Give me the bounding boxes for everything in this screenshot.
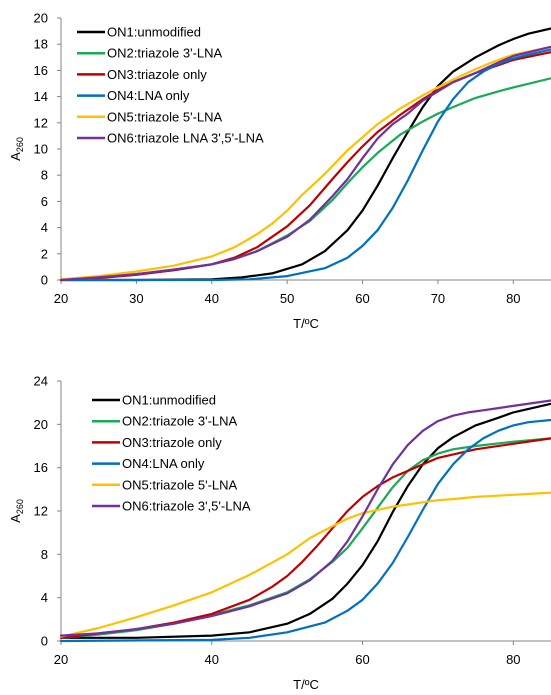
x-tick-label: 30 xyxy=(129,291,143,306)
series-line-4 xyxy=(59,48,551,282)
legend-label: ON4:LNA only xyxy=(107,88,190,103)
y-tick-label: 6 xyxy=(41,194,48,209)
x-axis-label: T/ºC xyxy=(293,316,319,331)
y-axis-label-main: A xyxy=(8,514,23,523)
x-tick-label: 60 xyxy=(355,652,369,667)
series-line-6 xyxy=(59,399,551,637)
legend-label: ON1:unmodified xyxy=(122,393,216,408)
y-axis-label: A260 xyxy=(8,499,25,523)
y-tick-label: 20 xyxy=(34,417,48,432)
chart-2: 0 4 8 12 16 20 24 20 40 60 80 T/ºC A260 ON1:unmodifie… xyxy=(8,374,551,692)
y-tick-label: 8 xyxy=(41,547,48,562)
legend-label: ON6:triazole 3',5'-LNA xyxy=(122,499,251,514)
series-line-6 xyxy=(59,45,551,282)
x-tick-label: 40 xyxy=(205,652,219,667)
legend-label: ON3:triazole only xyxy=(107,67,207,82)
series-line-1 xyxy=(59,27,551,282)
x-tick-label: 40 xyxy=(205,291,219,306)
y-axis-label: A260 xyxy=(8,137,25,161)
x-axis-label: T/ºC xyxy=(293,677,319,692)
y-axis-label-subscript: 260 xyxy=(15,499,25,514)
x-tick-label: 80 xyxy=(506,291,520,306)
x-tick-label: 60 xyxy=(355,291,369,306)
legend-label: ON5:triazole 5'-LNA xyxy=(122,477,238,492)
legend: ON1:unmodified ON2:triazole 3'-LNA ON3:tri… xyxy=(92,393,251,514)
y-tick-label: 4 xyxy=(41,220,48,235)
chart-1: 0 2 4 6 8 10 12 14 16 18 20 20 30 40 50 60 70 80 T/ºC A260 O… xyxy=(8,11,551,331)
legend: ON1:unmodified ON2:triazole 3'-LNA ON3:tri… xyxy=(77,25,264,146)
legend-label: ON6:triazole LNA 3',5'-LNA xyxy=(107,131,264,146)
y-tick-label: 8 xyxy=(41,168,48,183)
x-tick-label: 80 xyxy=(506,652,520,667)
y-tick-label: 12 xyxy=(34,504,48,519)
x-tick-label: 70 xyxy=(431,291,445,306)
legend-label: ON5:triazole 5'-LNA xyxy=(107,109,223,124)
legend-label: ON2:triazole 3'-LNA xyxy=(107,46,223,61)
x-tick-label: 20 xyxy=(54,652,68,667)
y-tick-label: 10 xyxy=(34,142,48,157)
legend-label: ON1:unmodified xyxy=(107,25,201,40)
y-tick-label: 12 xyxy=(34,115,48,130)
x-tick-label: 20 xyxy=(54,291,68,306)
legend-label: ON3:triazole only xyxy=(122,435,222,450)
series-line-3 xyxy=(59,437,551,639)
series-line-5 xyxy=(59,491,551,638)
y-tick-label: 20 xyxy=(34,11,48,26)
legend-label: ON4:LNA only xyxy=(122,456,205,471)
y-tick-label: 2 xyxy=(41,246,48,261)
series-line-1 xyxy=(59,402,551,639)
legend-label: ON2:triazole 3'-LNA xyxy=(122,414,238,429)
series-line-3 xyxy=(59,50,551,282)
x-tick-label: 50 xyxy=(280,291,294,306)
series-line-4 xyxy=(59,418,551,643)
y-axis-label-subscript: 260 xyxy=(15,137,25,152)
y-tick-label: 16 xyxy=(34,460,48,475)
y-tick-label: 16 xyxy=(34,63,48,78)
y-tick-label: 0 xyxy=(41,634,48,649)
series-line-5 xyxy=(59,45,551,281)
y-tick-label: 24 xyxy=(34,374,48,389)
y-tick-label: 14 xyxy=(34,89,48,104)
y-axis-label-main: A xyxy=(8,152,23,161)
y-tick-label: 4 xyxy=(41,590,48,605)
y-tick-label: 0 xyxy=(41,273,48,288)
y-tick-label: 18 xyxy=(34,37,48,52)
